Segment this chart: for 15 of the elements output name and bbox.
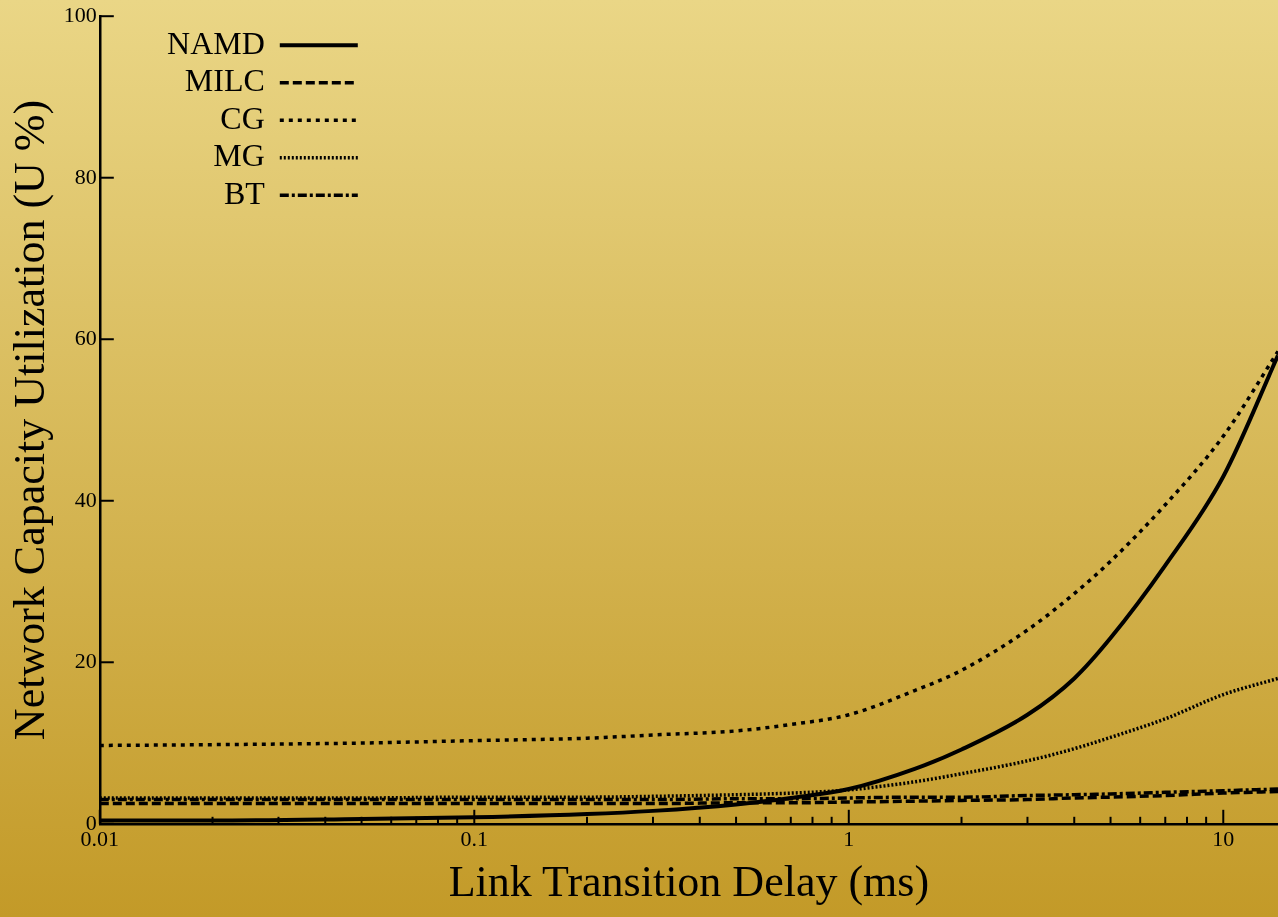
x-tick-label: 10 xyxy=(1212,825,1235,851)
legend-label: MILC xyxy=(184,62,265,99)
y-tick-label: 80 xyxy=(74,163,97,189)
x-axis-title: Link Transition Delay (ms) xyxy=(448,857,930,907)
legend-label: NAMD xyxy=(167,24,265,61)
y-tick-label: 60 xyxy=(74,325,97,351)
y-tick-label: 20 xyxy=(74,648,97,674)
y-tick-label: 100 xyxy=(63,1,97,27)
legend-label: MG xyxy=(213,137,265,174)
y-axis-title: Network Capacity Utilization (U %) xyxy=(4,99,54,741)
y-tick-label: 40 xyxy=(74,486,97,512)
x-tick-label: 0.1 xyxy=(460,825,489,851)
legend-label: CG xyxy=(220,99,265,136)
x-tick-label: 1 xyxy=(843,825,855,851)
legend-label: BT xyxy=(223,174,266,211)
